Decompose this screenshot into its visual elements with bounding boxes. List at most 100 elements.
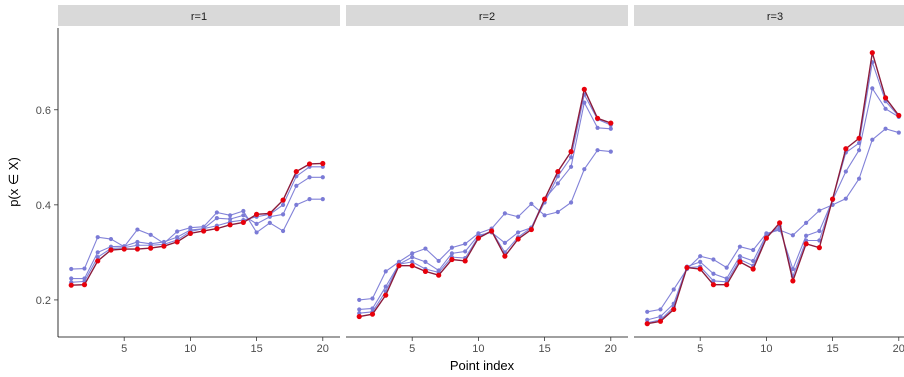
data-point-highlighted — [803, 241, 809, 247]
data-point-other — [254, 230, 259, 235]
data-point-other — [582, 167, 587, 172]
data-point-other — [711, 257, 716, 262]
data-point-other — [645, 317, 650, 322]
data-point-highlighted — [174, 239, 180, 245]
data-point-highlighted — [396, 263, 402, 269]
data-point-highlighted — [293, 168, 299, 175]
facet-strip-label: r=3 — [767, 11, 783, 23]
data-point-other — [108, 236, 114, 242]
x-tick-label: 20 — [317, 343, 329, 355]
data-point-highlighted — [568, 149, 574, 155]
data-point-highlighted — [896, 112, 902, 119]
data-point-highlighted — [608, 120, 614, 126]
data-point-highlighted — [306, 161, 313, 167]
data-point-other — [608, 149, 613, 154]
data-point-other — [241, 213, 246, 218]
data-point-other — [843, 169, 848, 174]
data-point-other — [320, 197, 325, 202]
data-point-other — [463, 241, 468, 246]
facet-panel-1: r=1 5 10 15 20 — [58, 5, 340, 355]
data-point-other — [856, 176, 862, 181]
x-tick-label: 20 — [605, 343, 617, 355]
data-point-highlighted — [148, 245, 154, 251]
data-point-highlighted — [436, 272, 442, 278]
y-axis-title: p(x ∈ X) — [6, 157, 21, 207]
data-point-other — [790, 266, 795, 272]
data-point-highlighted — [369, 311, 376, 317]
data-point-other — [95, 250, 100, 255]
data-point-highlighted — [763, 235, 769, 241]
data-point-other — [228, 213, 233, 218]
series-line-highlighted — [647, 52, 900, 325]
data-point-other — [737, 244, 743, 249]
data-point-other — [280, 212, 286, 217]
x-tick-label: 5 — [697, 343, 703, 355]
x-tick-label: 15 — [250, 343, 262, 355]
data-point-other — [856, 148, 862, 153]
data-point-highlighted — [829, 196, 836, 202]
data-point-highlighted — [449, 256, 455, 263]
data-point-highlighted — [475, 235, 481, 241]
data-point-highlighted — [320, 160, 326, 167]
data-point-highlighted — [581, 86, 587, 92]
data-point-highlighted — [737, 259, 743, 265]
data-point-highlighted — [869, 50, 875, 56]
data-point-other — [294, 202, 299, 207]
data-point-highlighted — [856, 135, 862, 141]
data-point-other — [516, 230, 521, 235]
x-tick-label: 15 — [826, 343, 838, 355]
facet-strip — [346, 5, 628, 26]
data-point-other — [764, 231, 769, 236]
data-point-highlighted — [777, 220, 783, 226]
data-point-highlighted — [81, 282, 88, 288]
series-line-other — [71, 198, 323, 270]
x-tick-label: 10 — [760, 343, 772, 355]
y-axis: 0.2 0.4 0.6 — [36, 28, 59, 337]
series-line-other — [359, 149, 611, 301]
data-point-other — [595, 125, 600, 130]
data-point-other — [711, 271, 716, 276]
data-point-other — [476, 231, 481, 236]
data-point-highlighted — [383, 292, 389, 298]
data-point-other — [320, 175, 325, 180]
data-point-highlighted — [161, 243, 167, 249]
data-point-highlighted — [750, 266, 756, 272]
data-point-highlighted — [502, 253, 508, 259]
data-point-other — [82, 276, 87, 281]
data-point-other — [410, 255, 415, 260]
data-point-other — [804, 233, 809, 238]
y-tick-label: 0.2 — [36, 295, 51, 307]
data-point-highlighted — [108, 247, 114, 253]
data-point-highlighted — [882, 95, 889, 101]
data-point-other — [357, 297, 362, 303]
data-point-highlighted — [724, 282, 730, 288]
data-point-other — [698, 254, 703, 259]
data-point-other — [188, 225, 193, 230]
data-point-other — [568, 164, 574, 169]
data-point-other — [135, 239, 140, 245]
data-point-other — [870, 86, 875, 91]
data-point-other — [135, 243, 140, 248]
x-tick-label: 10 — [184, 343, 196, 355]
facet-strip-label: r=1 — [191, 11, 207, 23]
data-point-other — [148, 232, 153, 237]
data-point-highlighted — [489, 228, 495, 234]
data-point-other — [436, 268, 441, 273]
data-point-other — [751, 247, 756, 253]
data-point-other — [423, 246, 428, 251]
data-point-highlighted — [594, 115, 601, 121]
data-point-highlighted — [409, 263, 415, 269]
data-point-other — [516, 214, 521, 219]
x-tick-label: 10 — [472, 343, 484, 355]
data-point-highlighted — [253, 211, 260, 217]
data-point-highlighted — [422, 268, 429, 274]
data-point-highlighted — [240, 219, 246, 226]
x-tick-label: 15 — [538, 343, 550, 355]
data-point-highlighted — [657, 318, 664, 324]
data-point-highlighted — [710, 282, 717, 288]
data-point-other — [383, 269, 388, 274]
data-point-highlighted — [644, 321, 650, 327]
y-tick-label: 0.6 — [36, 105, 51, 117]
data-point-other — [529, 201, 534, 206]
data-point-highlighted — [95, 258, 101, 264]
